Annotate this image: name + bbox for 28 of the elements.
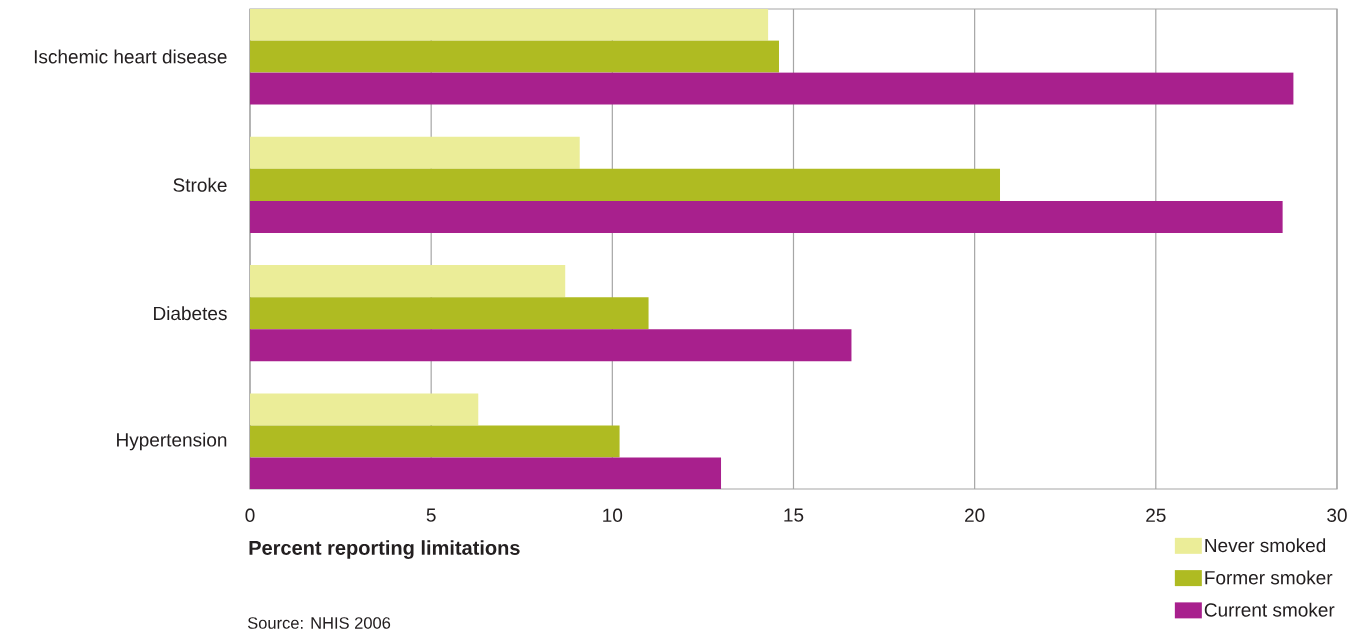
bar <box>250 457 722 490</box>
x-tick-label: 20 <box>965 508 985 522</box>
legend-label: Never smoked <box>1205 538 1326 553</box>
y-tick-label: Ischemic heart disease <box>34 49 227 64</box>
bar <box>250 136 580 169</box>
x-tick-label: 0 <box>245 508 255 522</box>
y-tick-label: Hypertension <box>117 432 227 451</box>
legend-label: Current smoker <box>1204 602 1335 617</box>
bar <box>250 72 1294 105</box>
bar <box>250 168 1001 201</box>
x-tick-label: 30 <box>1327 508 1347 522</box>
bar <box>250 329 852 362</box>
bar <box>250 40 779 73</box>
x-tick-label: 10 <box>603 508 623 522</box>
bar <box>250 425 620 458</box>
x-tick-label: 15 <box>784 508 804 522</box>
x-tick-label: 25 <box>1146 508 1166 522</box>
x-axis-title: Percent reporting limitations <box>249 540 520 559</box>
bar <box>250 265 566 298</box>
legend-label: Former smoker <box>1205 570 1333 585</box>
y-tick-label: Diabetes <box>154 306 227 321</box>
bar <box>250 297 649 330</box>
bar <box>250 9 769 41</box>
y-tick-label: Stroke <box>173 177 227 192</box>
x-tick-label: 5 <box>426 508 436 522</box>
bar <box>250 393 479 426</box>
bar <box>250 200 1283 233</box>
source-note: Source: NHIS 2006 <box>247 617 391 629</box>
